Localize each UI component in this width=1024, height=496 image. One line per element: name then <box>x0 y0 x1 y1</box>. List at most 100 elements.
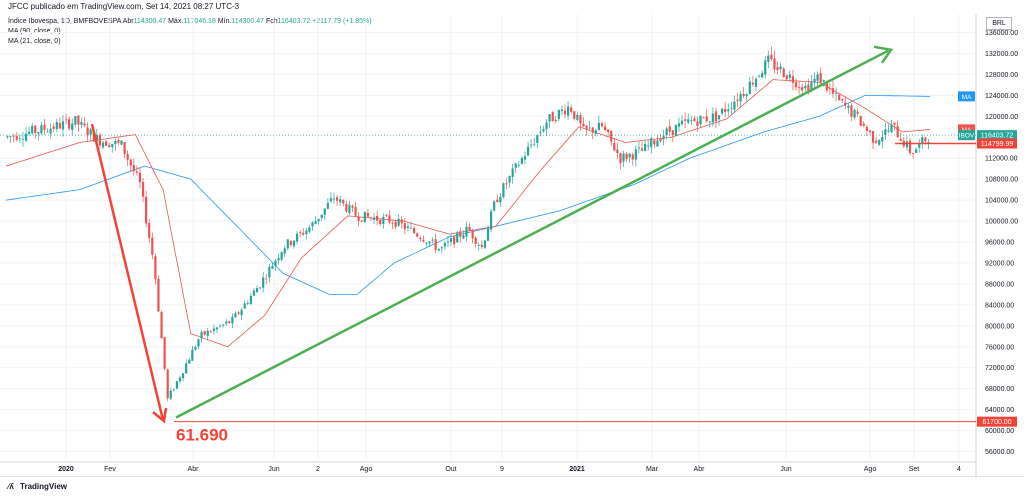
candle-body[interactable] <box>437 248 440 251</box>
candle-body[interactable] <box>511 168 514 177</box>
candle-body[interactable] <box>58 123 61 129</box>
candle-body[interactable] <box>893 122 896 125</box>
candle-body[interactable] <box>138 172 142 183</box>
candle-body[interactable] <box>736 99 739 102</box>
candle-body[interactable] <box>228 321 231 324</box>
candle-body[interactable] <box>887 130 890 132</box>
candle-body[interactable] <box>573 111 576 119</box>
candle-body[interactable] <box>690 120 693 122</box>
candle-body[interactable] <box>182 373 185 379</box>
candle-body[interactable] <box>379 219 382 224</box>
legend-ma21[interactable]: MA (21, close, 0) <box>8 38 61 45</box>
candle-body[interactable] <box>807 84 810 92</box>
candle-body[interactable] <box>499 196 502 203</box>
candle-body[interactable] <box>610 130 613 142</box>
candle-body[interactable] <box>637 147 641 149</box>
candle-body[interactable] <box>406 226 410 228</box>
candle-body[interactable] <box>628 153 631 158</box>
candle-body[interactable] <box>785 75 788 80</box>
candle-body[interactable] <box>440 247 443 249</box>
candle-body[interactable] <box>431 239 434 241</box>
candle-body[interactable] <box>468 226 471 231</box>
legend-ma90[interactable]: MA (90, close, 0) <box>8 28 61 35</box>
candle-body[interactable] <box>249 295 252 304</box>
candle-body[interactable] <box>859 116 862 126</box>
crash-arrow-line[interactable] <box>90 123 165 421</box>
candle-body[interactable] <box>865 127 868 131</box>
candle-body[interactable] <box>145 196 148 224</box>
candle-body[interactable] <box>625 153 628 160</box>
candle-body[interactable] <box>684 119 687 121</box>
candle-body[interactable] <box>717 115 721 120</box>
candle-body[interactable] <box>108 145 111 148</box>
candle-body[interactable] <box>237 312 240 314</box>
candle-body[interactable] <box>28 131 31 134</box>
candle-body[interactable] <box>585 125 588 130</box>
candle-body[interactable] <box>567 106 570 116</box>
price-chart[interactable]: 136000.00 132000.00 128000.00 124000.00 1200… <box>0 0 1024 476</box>
candle-body[interactable] <box>117 140 120 143</box>
candle-body[interactable] <box>597 122 600 131</box>
candle-body[interactable] <box>739 93 742 102</box>
candle-body[interactable] <box>899 139 902 141</box>
candle-body[interactable] <box>68 119 71 129</box>
candle-body[interactable] <box>132 164 135 172</box>
candle-body[interactable] <box>243 303 246 309</box>
candle-body[interactable] <box>218 325 222 327</box>
candle-body[interactable] <box>733 101 736 110</box>
candle-body[interactable] <box>129 159 132 166</box>
candle-body[interactable] <box>523 156 527 160</box>
candle-body[interactable] <box>194 347 197 350</box>
candle-body[interactable] <box>600 123 604 127</box>
candle-body[interactable] <box>533 143 536 145</box>
candle-body[interactable] <box>222 324 225 326</box>
candle-body[interactable] <box>342 199 345 204</box>
candle-body[interactable] <box>163 337 166 369</box>
candle-body[interactable] <box>357 217 360 221</box>
candle-body[interactable] <box>9 136 12 137</box>
candle-body[interactable] <box>813 78 816 83</box>
candle-body[interactable] <box>83 123 86 126</box>
candle-body[interactable] <box>751 82 754 85</box>
candle-body[interactable] <box>274 260 277 266</box>
candle-body[interactable] <box>702 117 705 119</box>
candle-body[interactable] <box>31 125 34 134</box>
candle-body[interactable] <box>323 208 326 215</box>
candle-body[interactable] <box>708 121 711 123</box>
candle-body[interactable] <box>619 153 622 164</box>
candle-body[interactable] <box>49 128 52 134</box>
candle-body[interactable] <box>634 149 637 160</box>
candle-body[interactable] <box>748 81 751 94</box>
candle-body[interactable] <box>714 111 718 122</box>
candle-body[interactable] <box>579 114 582 124</box>
candle-body[interactable] <box>354 207 357 216</box>
candle-body[interactable] <box>560 109 564 111</box>
candle-body[interactable] <box>603 126 607 131</box>
candle-body[interactable] <box>868 130 872 133</box>
candle-body[interactable] <box>166 369 169 399</box>
candle-body[interactable] <box>120 140 123 145</box>
candle-body[interactable] <box>80 121 83 125</box>
candle-body[interactable] <box>320 214 323 219</box>
candle-body[interactable] <box>557 110 560 119</box>
candle-body[interactable] <box>71 123 74 130</box>
candle-body[interactable] <box>43 124 46 131</box>
candle-body[interactable] <box>656 140 659 147</box>
candle-body[interactable] <box>280 252 283 260</box>
candle-body[interactable] <box>123 142 126 154</box>
candle-body[interactable] <box>295 233 299 242</box>
candle-body[interactable] <box>745 94 748 97</box>
candle-body[interactable] <box>40 125 43 134</box>
candle-body[interactable] <box>563 110 567 115</box>
candle-body[interactable] <box>539 131 542 134</box>
candle-body[interactable] <box>742 93 745 97</box>
candle-body[interactable] <box>351 205 354 208</box>
candle-body[interactable] <box>345 203 348 212</box>
candle-body[interactable] <box>548 114 551 122</box>
candle-body[interactable] <box>302 232 305 235</box>
candle-body[interactable] <box>271 266 274 269</box>
candle-body[interactable] <box>767 55 770 62</box>
candle-body[interactable] <box>810 82 813 90</box>
candle-body[interactable] <box>6 136 9 138</box>
candle-body[interactable] <box>613 142 616 151</box>
